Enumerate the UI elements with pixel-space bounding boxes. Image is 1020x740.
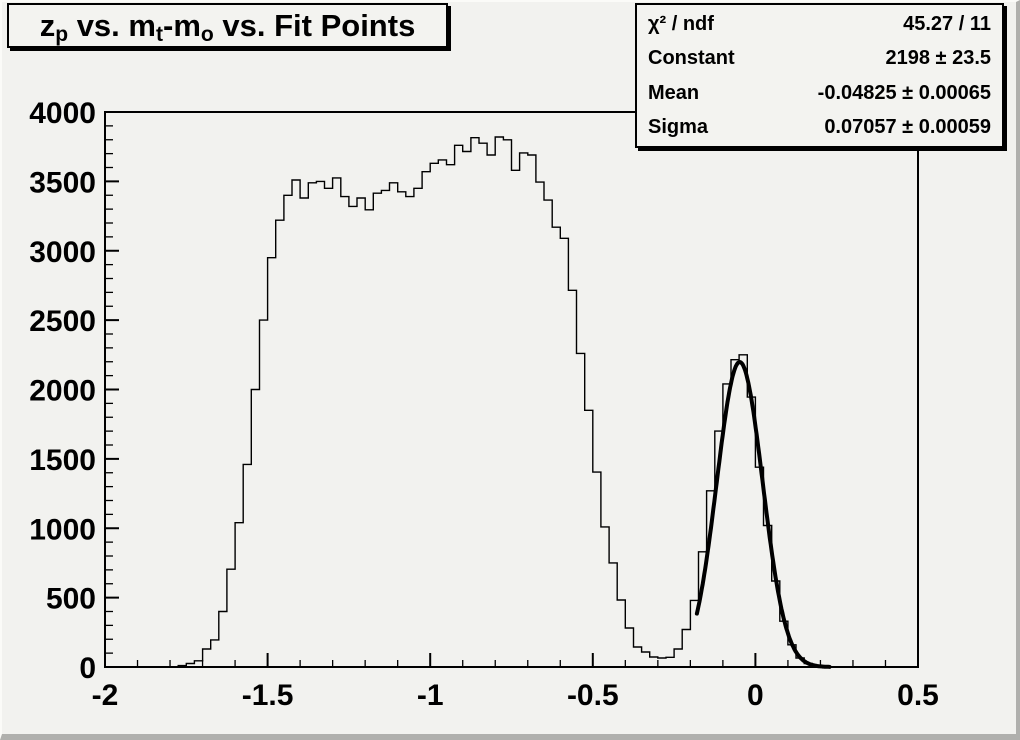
x-axis-tick-label: -1 <box>417 679 444 712</box>
x-axis-tick-label: -1.5 <box>242 679 294 712</box>
stats-label: Constant <box>648 47 735 70</box>
histogram-outline <box>105 136 918 668</box>
stats-value: 2198 ± 23.5 <box>885 47 991 70</box>
y-axis-tick-label: 3000 <box>29 236 96 269</box>
title-subscript: p <box>55 22 69 46</box>
stats-box: χ² / ndf 45.27 / 11 Constant 2198 ± 23.5 Mea… <box>635 3 1004 148</box>
title-subscript: o <box>200 22 214 46</box>
title-segment: z <box>39 8 56 43</box>
x-axis-tick-label: 0.5 <box>897 679 939 712</box>
plot-title: zp vs. mt-mo vs. Fit Points <box>39 8 416 45</box>
title-subscript: t <box>155 22 163 46</box>
y-axis-tick-label: 500 <box>46 583 96 616</box>
stats-value: -0.04825 ± 0.00065 <box>817 81 991 104</box>
gaussian-fit-curve <box>694 360 832 669</box>
stats-label: Mean <box>648 81 700 104</box>
stats-label: Sigma <box>648 115 709 138</box>
title-segment: vs. Fit Points <box>213 8 416 43</box>
stats-row: Sigma 0.07057 ± 0.00059 <box>637 110 1002 144</box>
stats-value: 45.27 / 11 <box>903 13 991 36</box>
y-axis-tick-label: 2000 <box>29 375 96 408</box>
y-axis-tick-label: 1500 <box>29 444 96 477</box>
x-axis-tick-label: 0 <box>747 679 764 712</box>
y-axis-tick-label: 1000 <box>29 513 96 546</box>
stats-row: Mean -0.04825 ± 0.00065 <box>637 76 1002 110</box>
stats-row: χ² / ndf 45.27 / 11 <box>637 7 1002 41</box>
y-axis-tick-label: 2500 <box>29 305 96 338</box>
y-axis-tick-label: 3500 <box>29 166 96 199</box>
title-segment: vs. m <box>68 8 156 43</box>
x-axis-tick-label: -2 <box>92 679 119 712</box>
y-axis-tick-label: 0 <box>79 652 96 685</box>
stats-row: Constant 2198 ± 23.5 <box>637 41 1002 75</box>
title-box: zp vs. mt-mo vs. Fit Points <box>7 3 448 48</box>
title-segment: -m <box>163 8 201 43</box>
x-axis-tick-label: -0.5 <box>567 679 619 712</box>
y-axis-tick-label: 4000 <box>29 97 96 130</box>
stats-label: χ² / ndf <box>648 13 714 36</box>
stats-value: 0.07057 ± 0.00059 <box>824 115 991 138</box>
